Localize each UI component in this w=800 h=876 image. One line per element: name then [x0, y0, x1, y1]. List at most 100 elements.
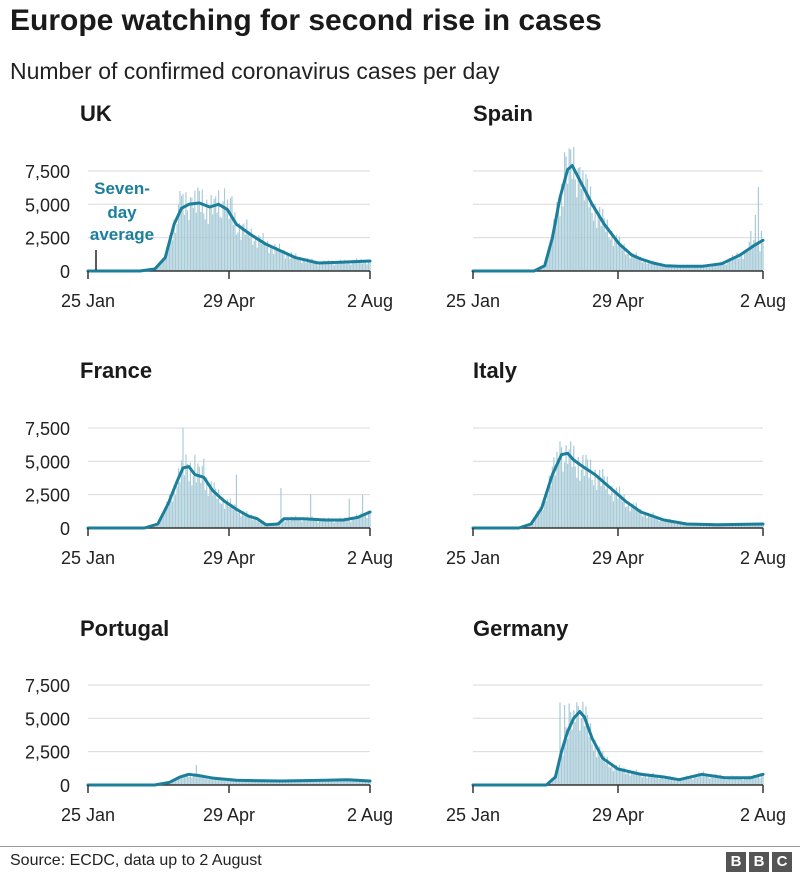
daily-bar: [567, 739, 568, 785]
annotation-label: day: [107, 203, 137, 222]
daily-bar: [191, 485, 192, 528]
daily-bar: [578, 168, 579, 271]
daily-bar: [298, 519, 299, 528]
daily-bar: [572, 730, 573, 785]
daily-bar: [572, 179, 573, 271]
daily-bar: [569, 704, 570, 785]
daily-bar: [746, 252, 747, 271]
y-tick-label: 0: [60, 262, 70, 282]
daily-bar: [208, 224, 209, 271]
daily-bar: [221, 218, 222, 271]
daily-bar: [591, 213, 592, 271]
daily-bar: [634, 510, 635, 528]
daily-bar: [663, 522, 664, 528]
daily-bar: [334, 265, 335, 271]
daily-bar: [543, 510, 544, 528]
x-tick-label: 29 Apr: [203, 805, 255, 825]
daily-bar: [209, 208, 210, 271]
daily-bar: [224, 509, 225, 528]
daily-bar: [220, 780, 221, 785]
daily-bar: [200, 483, 201, 528]
daily-bar: [636, 503, 637, 528]
daily-bar: [750, 231, 751, 271]
daily-bar: [205, 219, 206, 271]
daily-bar: [273, 254, 274, 271]
daily-bar: [729, 261, 730, 271]
daily-bar: [704, 776, 705, 785]
x-tick-label: 29 Apr: [203, 548, 255, 568]
daily-bar: [322, 521, 323, 528]
daily-bar: [726, 265, 727, 271]
daily-bar: [697, 777, 698, 785]
daily-bar: [362, 264, 363, 271]
daily-bar: [203, 459, 204, 528]
x-tick-label: 2 Aug: [347, 291, 393, 311]
daily-bar: [588, 478, 589, 528]
daily-bar: [581, 470, 582, 528]
daily-bar: [214, 199, 215, 271]
footer: Source: ECDC, data up to 2 August B B C: [0, 846, 800, 876]
daily-bar: [172, 240, 173, 271]
daily-bar: [706, 775, 707, 785]
daily-bar: [338, 264, 339, 271]
x-tick-label: 29 Apr: [592, 805, 644, 825]
daily-bar: [255, 236, 256, 271]
daily-bar: [564, 462, 565, 528]
daily-bar: [588, 737, 589, 785]
daily-bar: [617, 499, 618, 528]
daily-bar: [268, 253, 269, 271]
daily-bar: [246, 220, 247, 271]
daily-bar: [205, 490, 206, 528]
logo-letter: C: [772, 852, 792, 872]
daily-bar: [562, 472, 563, 528]
y-tick-label: 2,500: [25, 743, 70, 763]
daily-bar: [313, 263, 314, 271]
logo-letter: B: [726, 852, 746, 872]
daily-bar: [350, 522, 351, 528]
daily-bar: [176, 487, 177, 528]
daily-bar: [366, 518, 367, 528]
daily-bar: [588, 207, 589, 271]
daily-bar: [602, 469, 603, 528]
daily-bar: [329, 521, 330, 528]
daily-bar: [200, 777, 201, 785]
daily-bar: [688, 778, 689, 785]
daily-bar: [249, 518, 250, 528]
daily-bar: [206, 200, 207, 271]
daily-bar: [313, 520, 314, 528]
daily-bar: [651, 263, 652, 271]
daily-bar: [630, 259, 631, 271]
y-tick-label: 7,500: [25, 162, 70, 182]
daily-bar: [758, 776, 759, 785]
daily-bar: [280, 252, 281, 271]
daily-bar: [622, 502, 623, 528]
y-tick-label: 2,500: [25, 229, 70, 249]
daily-bar: [610, 495, 611, 528]
daily-bar: [254, 241, 255, 271]
daily-bar: [659, 779, 660, 785]
daily-bar: [579, 481, 580, 528]
daily-bar: [643, 776, 644, 785]
daily-bar: [598, 215, 599, 271]
daily-bar: [591, 744, 592, 785]
daily-bar: [279, 244, 280, 271]
daily-bar: [252, 245, 253, 271]
daily-bar: [288, 254, 289, 271]
daily-bar: [193, 776, 194, 785]
daily-bar: [277, 251, 278, 271]
daily-bar: [220, 503, 221, 528]
daily-bar: [759, 778, 760, 785]
daily-bar: [322, 264, 323, 271]
daily-bar: [714, 778, 715, 785]
daily-bar: [584, 476, 585, 528]
daily-bar: [651, 517, 652, 528]
daily-bar: [245, 235, 246, 271]
daily-bar: [228, 219, 229, 271]
daily-bar: [225, 501, 226, 528]
daily-bar: [627, 254, 628, 271]
x-tick-label: 2 Aug: [347, 805, 393, 825]
daily-bar: [575, 179, 576, 271]
x-tick-label: 2 Aug: [740, 548, 786, 568]
daily-bar: [610, 768, 611, 785]
